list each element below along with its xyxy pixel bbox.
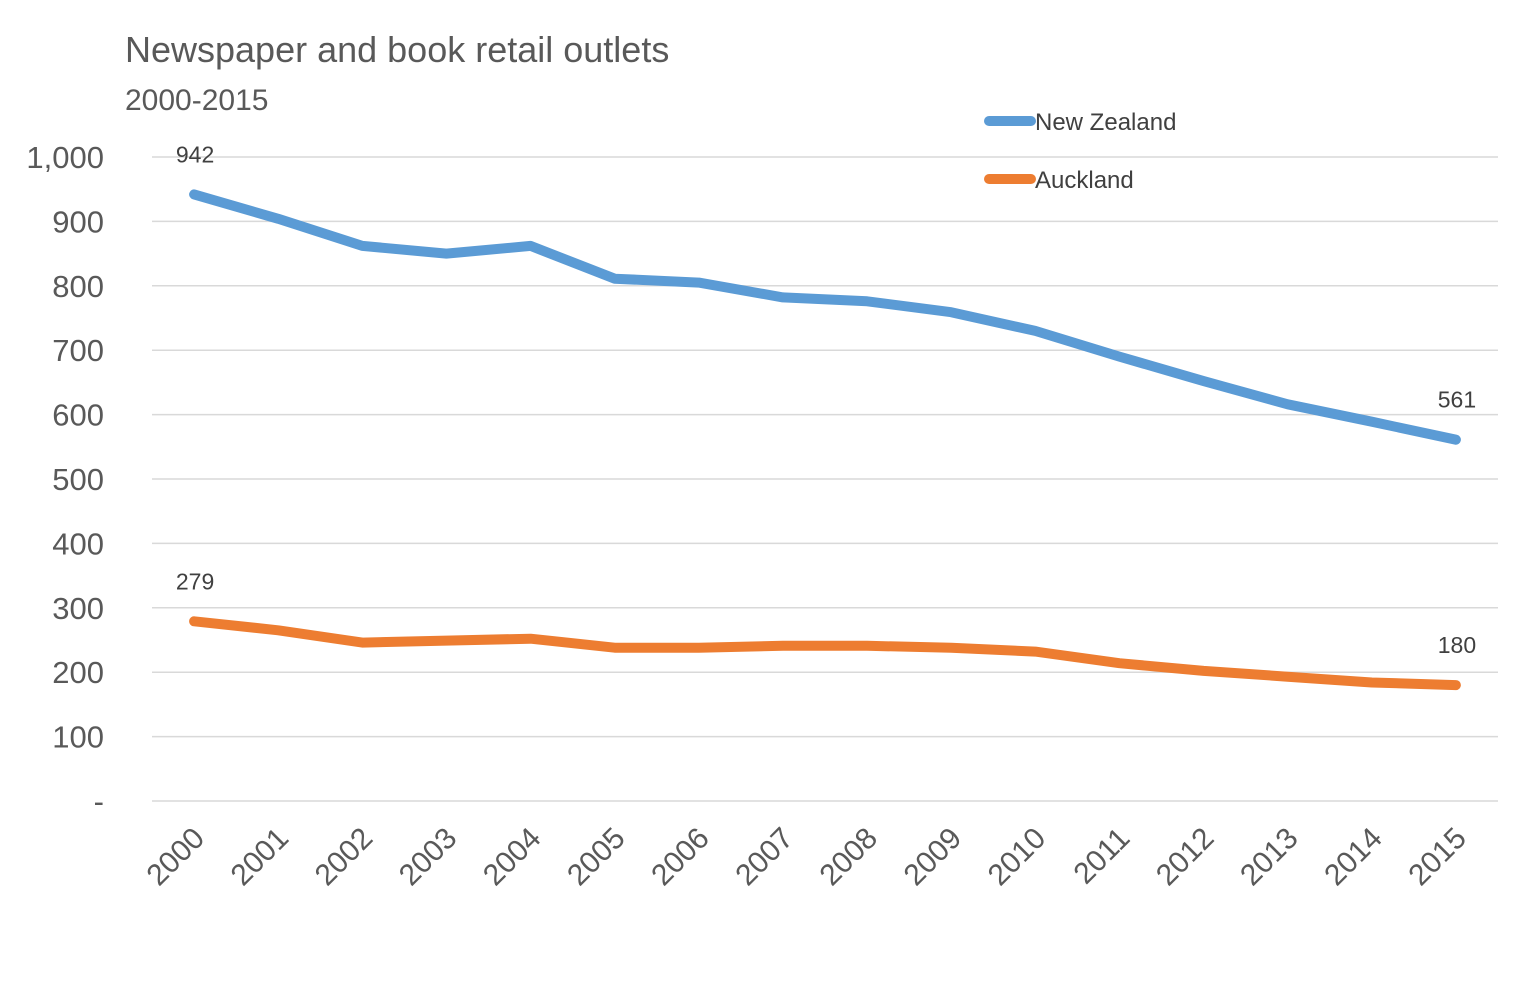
x-axis-ticks: 2000 2001 2002 2003 2004 2005 2006 2007 2008 2009… [140,822,1472,893]
x-tick-label: 2006 [645,822,716,893]
y-tick-label: 700 [52,333,104,368]
x-tick-label: 2012 [1150,822,1221,893]
x-tick-label: 2015 [1402,822,1473,893]
y-tick-label: 200 [52,655,104,690]
y-tick-label: 300 [52,591,104,626]
data-label: 561 [1438,387,1476,413]
y-tick-label: 800 [52,269,104,304]
series-line-new-zealand [189,189,1461,445]
y-tick-label: - [94,784,104,819]
y-tick-label: 500 [52,462,104,497]
x-tick-label: 2014 [1318,822,1389,893]
legend-label: Auckland [1035,167,1134,194]
chart-subtitle: 2000-2015 [125,84,268,117]
x-tick-label: 2008 [813,822,884,893]
series-line-auckland [189,616,1461,691]
y-tick-label: 100 [52,720,104,755]
x-tick-label: 2004 [477,822,548,893]
gridlines [152,156,1498,802]
x-tick-label: 2010 [982,822,1053,893]
x-tick-label: 2013 [1234,822,1305,893]
x-tick-label: 2011 [1067,822,1136,891]
y-tick-label: 1,000 [26,140,104,175]
chart-title: Newspaper and book retail outlets [125,29,669,70]
y-tick-label: 600 [52,398,104,433]
x-tick-label: 2009 [898,822,969,893]
x-tick-label: 2000 [140,822,211,893]
x-tick-label: 2002 [309,822,380,893]
x-tick-label: 2001 [225,822,296,893]
data-labels: 942 561 279 180 [176,141,1476,658]
y-axis-ticks: - 100 200 300 400 500 600 700 800 900 1,000 [26,140,104,819]
data-label: 279 [176,568,214,594]
x-tick-label: 2007 [729,822,800,893]
x-tick-label: 2005 [561,822,632,893]
legend: New Zealand Auckland [984,109,1176,194]
series-lines [189,189,1461,691]
x-tick-label: 2003 [393,822,464,893]
y-tick-label: 400 [52,526,104,561]
y-tick-label: 900 [52,204,104,239]
data-label: 942 [176,141,214,167]
legend-label: New Zealand [1035,109,1176,136]
data-label: 180 [1438,632,1476,658]
